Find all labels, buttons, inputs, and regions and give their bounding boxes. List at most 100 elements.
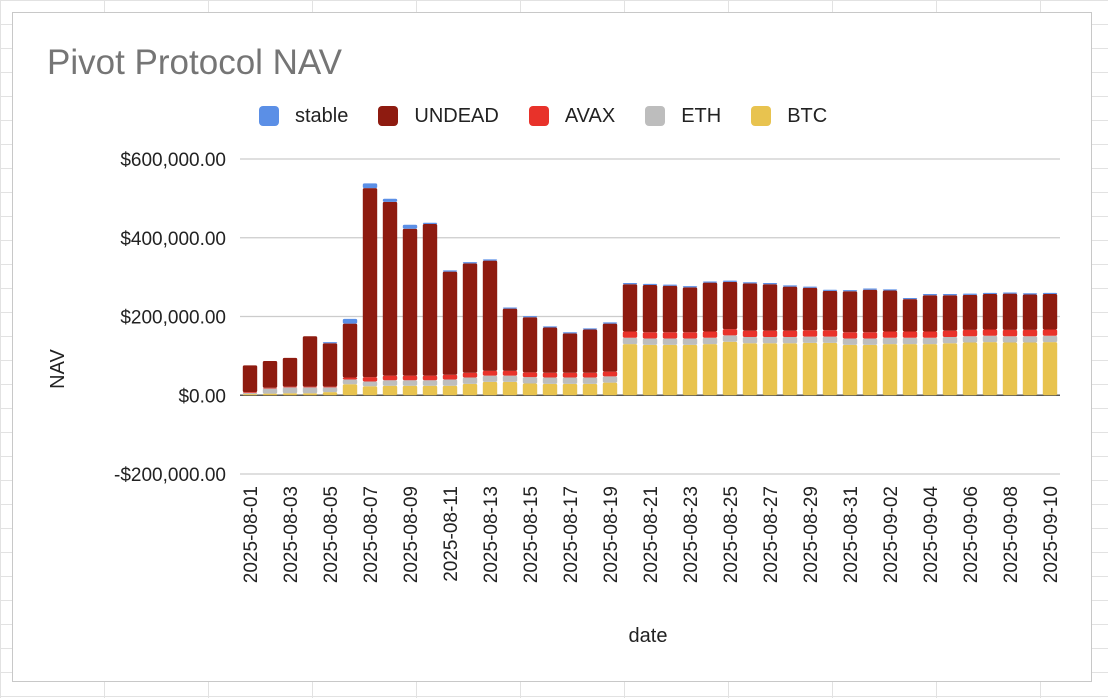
bar-segment-btc — [1002, 342, 1018, 396]
x-tick-label: 2025-08-17 — [561, 486, 582, 583]
bar-segment-stable — [822, 289, 838, 291]
bar-segment-eth — [942, 336, 958, 344]
bar-segment-btc — [582, 383, 598, 396]
bar-segment-eth — [1022, 336, 1038, 343]
bar-segment-eth — [682, 338, 698, 345]
legend-label: BTC — [787, 104, 828, 127]
bar-segment-eth — [622, 337, 638, 345]
bar-segment-stable — [402, 224, 418, 229]
bar-segment-btc — [422, 385, 438, 396]
bar-segment-avax — [522, 372, 538, 378]
bar-segment-undead — [1002, 293, 1018, 330]
bar-segment-avax — [402, 375, 418, 381]
bar-segment-stable — [602, 322, 618, 324]
bar-segment-avax — [1002, 329, 1018, 337]
bar-segment-eth — [602, 376, 618, 383]
bar-segment-undead — [302, 336, 318, 387]
bar-segment-eth — [502, 375, 518, 382]
bar-segment-avax — [762, 330, 778, 337]
x-tick-label: 2025-08-07 — [361, 486, 382, 583]
bar-segment-btc — [302, 393, 318, 396]
bar-segment-avax — [642, 332, 658, 339]
bar-segment-btc — [782, 343, 798, 396]
bar-segment-eth — [722, 335, 738, 342]
bar-segment-avax — [862, 332, 878, 339]
bar-segment-undead — [662, 285, 678, 333]
bar-segment-eth — [362, 381, 378, 387]
bar-segment-undead — [982, 294, 998, 330]
bar-segment-stable — [802, 286, 818, 288]
bar-segment-undead — [742, 283, 758, 331]
bar-segment-btc — [902, 344, 918, 396]
bar-segment-undead — [402, 228, 418, 376]
bar-segment-btc — [482, 381, 498, 396]
bar-segment-avax — [482, 370, 498, 376]
bar-segment-eth — [402, 380, 418, 386]
x-tick-label: 2025-08-25 — [721, 486, 742, 583]
bar-segment-eth — [322, 387, 338, 393]
legend-swatch — [751, 106, 772, 126]
bar-segment-stable — [1042, 292, 1058, 295]
x-tick-label: 2025-08-09 — [401, 486, 422, 583]
bar-segment-avax — [542, 372, 558, 378]
bar-segment-stable — [482, 259, 498, 261]
legend-item-btc[interactable]: BTC — [751, 105, 827, 128]
bar-segment-stable — [882, 289, 898, 291]
bar-segment-eth — [582, 377, 598, 384]
bar-segment-eth — [762, 336, 778, 344]
bar-segment-eth — [482, 375, 498, 382]
bar-segment-undead — [722, 281, 738, 330]
bar-segment-avax — [502, 370, 518, 376]
bar-segment-undead — [542, 327, 558, 373]
bar-segment-undead — [842, 291, 858, 333]
y-tick-label: -$200,000.00 — [114, 465, 226, 486]
bar-segment-eth — [662, 338, 678, 345]
legend-item-avax[interactable]: AVAX — [528, 105, 615, 128]
bar-segment-undead — [822, 290, 838, 331]
bar-segment-eth — [422, 380, 438, 386]
bar-segment-undead — [782, 286, 798, 331]
bar-segment-stable — [742, 282, 758, 284]
bar-segment-avax — [782, 330, 798, 337]
bar-segment-btc — [442, 385, 458, 396]
bar-segment-eth — [782, 336, 798, 344]
x-tick-label: 2025-08-23 — [681, 486, 702, 583]
legend-item-undead[interactable]: UNDEAD — [378, 105, 499, 128]
bar-segment-stable — [1022, 293, 1038, 295]
bar-segment-btc — [1042, 342, 1058, 396]
bar-segment-avax — [362, 377, 378, 382]
bar-segment-eth — [442, 379, 458, 386]
bar-segment-undead — [462, 263, 478, 373]
bar-segment-stable — [902, 297, 918, 300]
bar-segment-eth — [282, 387, 298, 394]
bar-segment-undead — [802, 287, 818, 331]
bar-segment-avax — [662, 332, 678, 339]
bar-segment-eth — [962, 336, 978, 343]
bar-segment-btc — [642, 344, 658, 396]
bar-segment-eth — [262, 388, 278, 394]
legend-label: ETH — [681, 104, 722, 127]
legend-swatch — [645, 106, 666, 126]
legend-item-stable[interactable]: stable — [259, 105, 348, 128]
x-tick-label: 2025-09-06 — [961, 486, 982, 583]
bar-segment-avax — [802, 330, 818, 337]
bar-segment-eth — [462, 377, 478, 384]
bar-segment-btc — [542, 383, 558, 396]
bar-segment-eth — [742, 336, 758, 344]
bar-segment-eth — [382, 380, 398, 386]
bar-segment-stable — [722, 280, 738, 282]
bar-segment-stable — [502, 307, 518, 309]
bar-segment-undead — [762, 284, 778, 331]
chart-title: Pivot Protocol NAV — [47, 43, 343, 82]
bar-segment-stable — [982, 292, 998, 295]
bar-segment-undead — [482, 260, 498, 371]
bar-segment-eth — [522, 377, 538, 384]
bar-segment-btc — [342, 384, 358, 396]
bar-segment-avax — [722, 329, 738, 336]
bar-segment-undead — [262, 360, 278, 388]
x-tick-label: 2025-08-05 — [321, 486, 342, 583]
bar-segment-avax — [842, 332, 858, 339]
bar-segment-undead — [442, 271, 458, 375]
legend-item-eth[interactable]: ETH — [645, 105, 721, 128]
bar-segment-undead — [642, 285, 658, 333]
